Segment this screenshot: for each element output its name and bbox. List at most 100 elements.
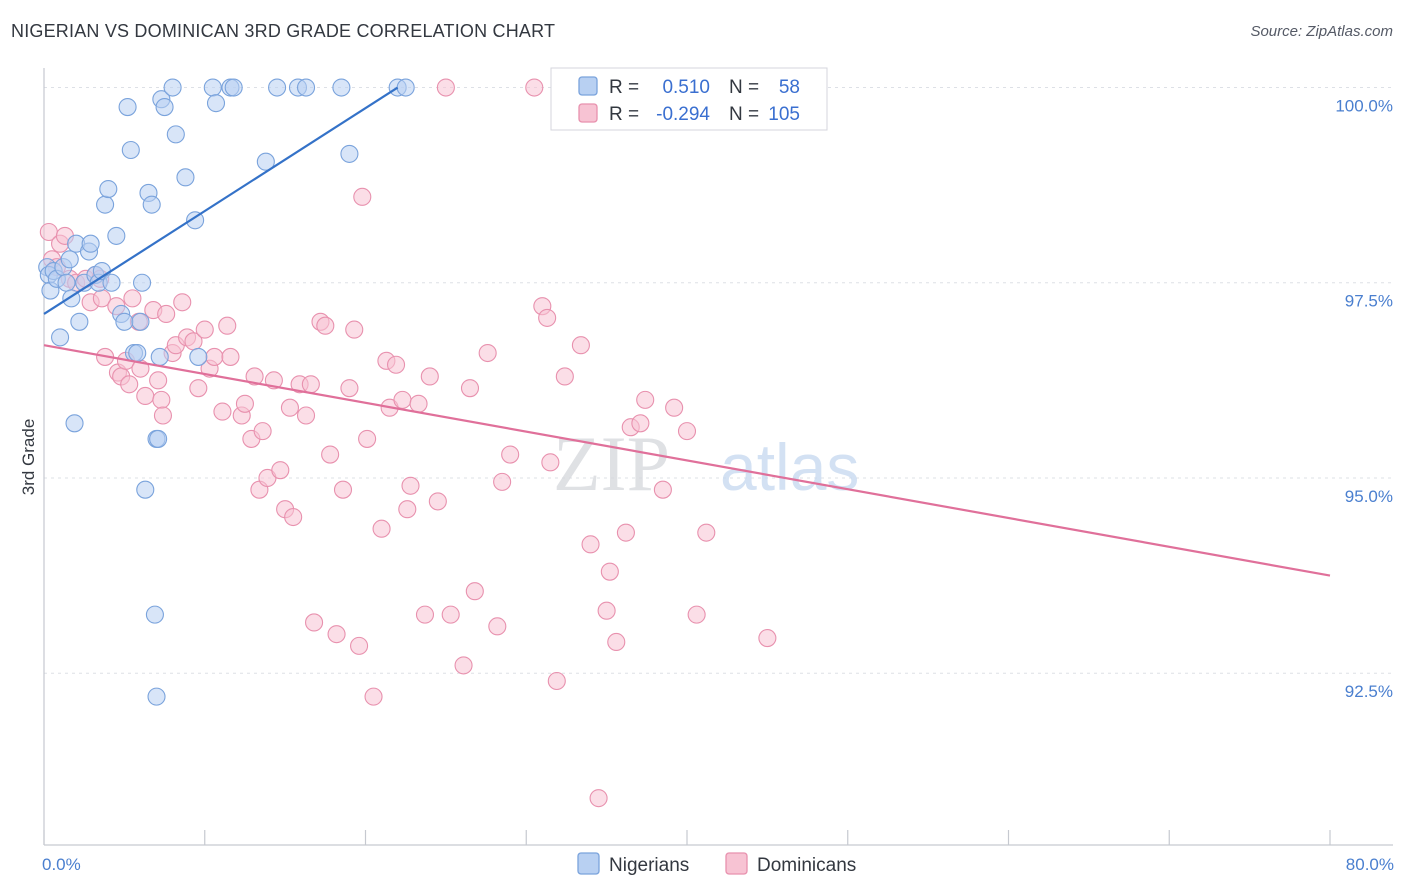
dominicans-point-64 xyxy=(358,429,377,448)
nigerians-point-41 xyxy=(163,78,182,97)
dominicans-point-96 xyxy=(600,562,619,581)
legend-r-label-nigerians: R = xyxy=(609,77,639,98)
dominicans-point-38 xyxy=(221,347,240,366)
dominicans-point-84 xyxy=(493,472,512,491)
y-tick-label-0: 100.0% xyxy=(1335,97,1393,116)
legend-r-value-nigerians: 0.510 xyxy=(662,77,710,98)
dominicans-point-25 xyxy=(153,406,173,425)
dominicans-point-70 xyxy=(393,390,412,409)
nigerians-point-15 xyxy=(81,234,100,253)
y-axis-title: 3rd Grade xyxy=(19,419,38,496)
dominicans-point-82 xyxy=(478,343,497,363)
dominicans-point-53 xyxy=(301,375,320,394)
nigerians-point-54 xyxy=(332,78,351,97)
dominicans-point-32 xyxy=(189,379,208,398)
nigerians-point-38 xyxy=(150,347,169,366)
dominicans-point-37 xyxy=(218,316,237,335)
nigerians-point-29 xyxy=(131,312,150,331)
dominicans-point-60 xyxy=(340,379,359,398)
y-tick-label-3: 92.5% xyxy=(1345,682,1393,701)
nigerians-point-40 xyxy=(155,97,174,117)
nigerians-point-57 xyxy=(396,78,415,97)
dominicans-point-100 xyxy=(631,414,650,433)
dominicans-point-94 xyxy=(589,789,608,808)
dominicans-point-72 xyxy=(401,476,420,495)
legend-swatch-dominicans xyxy=(578,103,598,123)
dominicans-point-107 xyxy=(758,629,777,648)
dominicans-point-42 xyxy=(245,367,264,386)
nigerians-points xyxy=(38,78,415,706)
legend-n-label-dominicans: N = xyxy=(729,104,759,125)
nigerians-point-8 xyxy=(60,250,79,269)
dominicans-point-97 xyxy=(607,632,626,652)
watermark: ZIP atlas xyxy=(553,420,859,507)
dominicans-point-90 xyxy=(547,671,566,691)
dominicans-point-17 xyxy=(120,375,139,394)
dominicans-points xyxy=(39,78,825,808)
dominicans-point-80 xyxy=(460,379,480,398)
axes xyxy=(43,68,1393,846)
x-tick-label-max: 80.0% xyxy=(1346,855,1394,874)
dominicans-point-62 xyxy=(350,636,369,655)
dominicans-point-98 xyxy=(616,523,635,542)
dominicans-point-83 xyxy=(488,617,507,636)
legend-r-value-dominicans: -0.294 xyxy=(656,104,710,125)
dominicans-point-54 xyxy=(305,613,324,632)
dominicans-point-36 xyxy=(213,402,232,421)
nigerians-point-50 xyxy=(256,152,275,171)
dominicans-point-79 xyxy=(454,656,473,675)
nigerians-point-25 xyxy=(118,97,137,117)
nigerians-point-19 xyxy=(96,195,115,214)
dominicans-point-50 xyxy=(284,507,303,527)
dominicans-point-95 xyxy=(597,601,616,620)
nigerians-point-46 xyxy=(203,78,222,97)
dominicans-point-40 xyxy=(235,394,254,413)
nigerians-point-7 xyxy=(57,273,76,292)
dominicans-point-78 xyxy=(441,605,460,624)
dominicans-point-57 xyxy=(321,445,340,464)
x-tick-label-min: 0.0% xyxy=(42,855,81,874)
chart-title: NIGERIAN VS DOMINICAN 3RD GRADE CORRELAT… xyxy=(11,21,556,41)
nigerians-point-20 xyxy=(99,179,118,199)
dominicans-point-35 xyxy=(205,347,224,366)
dominicans-point-71 xyxy=(398,500,417,519)
nigerians-point-43 xyxy=(176,168,195,187)
nigerians-point-33 xyxy=(142,195,161,214)
dominicans-point-106 xyxy=(697,523,716,542)
nigerians-point-31 xyxy=(136,480,155,499)
y-tick-label-1: 97.5% xyxy=(1345,292,1393,311)
dominicans-point-76 xyxy=(428,492,447,511)
nigerians-point-21 xyxy=(102,273,121,292)
watermark-zip: ZIP xyxy=(553,420,670,507)
dominicans-point-101 xyxy=(636,390,655,409)
dominicans-point-58 xyxy=(327,625,346,644)
dominicans-point-86 xyxy=(525,78,544,97)
nigerians-point-10 xyxy=(65,414,84,433)
nigerians-point-42 xyxy=(166,125,185,144)
dominicans-point-18 xyxy=(123,289,142,308)
dominicans-point-26 xyxy=(157,304,176,324)
dominicans-point-88 xyxy=(538,308,557,327)
correlation-legend: R = 0.510 N = 58 R = -0.294 N = 105 xyxy=(550,67,828,131)
x-axis-ticks xyxy=(43,830,1331,845)
y-tick-labels: 100.0% 97.5% 95.0% 92.5% xyxy=(1335,97,1393,702)
dominicans-point-59 xyxy=(333,480,353,499)
dominicans-point-33 xyxy=(195,320,214,339)
nigerians-point-51 xyxy=(268,78,287,97)
nigerians-point-26 xyxy=(121,140,140,160)
dominicans-point-52 xyxy=(296,406,316,425)
nigerians-point-47 xyxy=(206,94,226,113)
dominicans-point-21 xyxy=(136,386,155,406)
dominicans-point-92 xyxy=(571,336,590,355)
dominicans-point-81 xyxy=(465,582,484,601)
dominicans-point-29 xyxy=(173,293,192,312)
dominicans-point-103 xyxy=(665,398,684,417)
dominicans-point-56 xyxy=(316,316,335,335)
dominicans-point-23 xyxy=(149,371,168,390)
nigerians-point-5 xyxy=(51,328,70,347)
trendlines xyxy=(43,86,1331,577)
nigerians-point-36 xyxy=(147,687,166,706)
dominicans-point-47 xyxy=(271,461,290,480)
dominicans-point-73 xyxy=(409,394,428,413)
